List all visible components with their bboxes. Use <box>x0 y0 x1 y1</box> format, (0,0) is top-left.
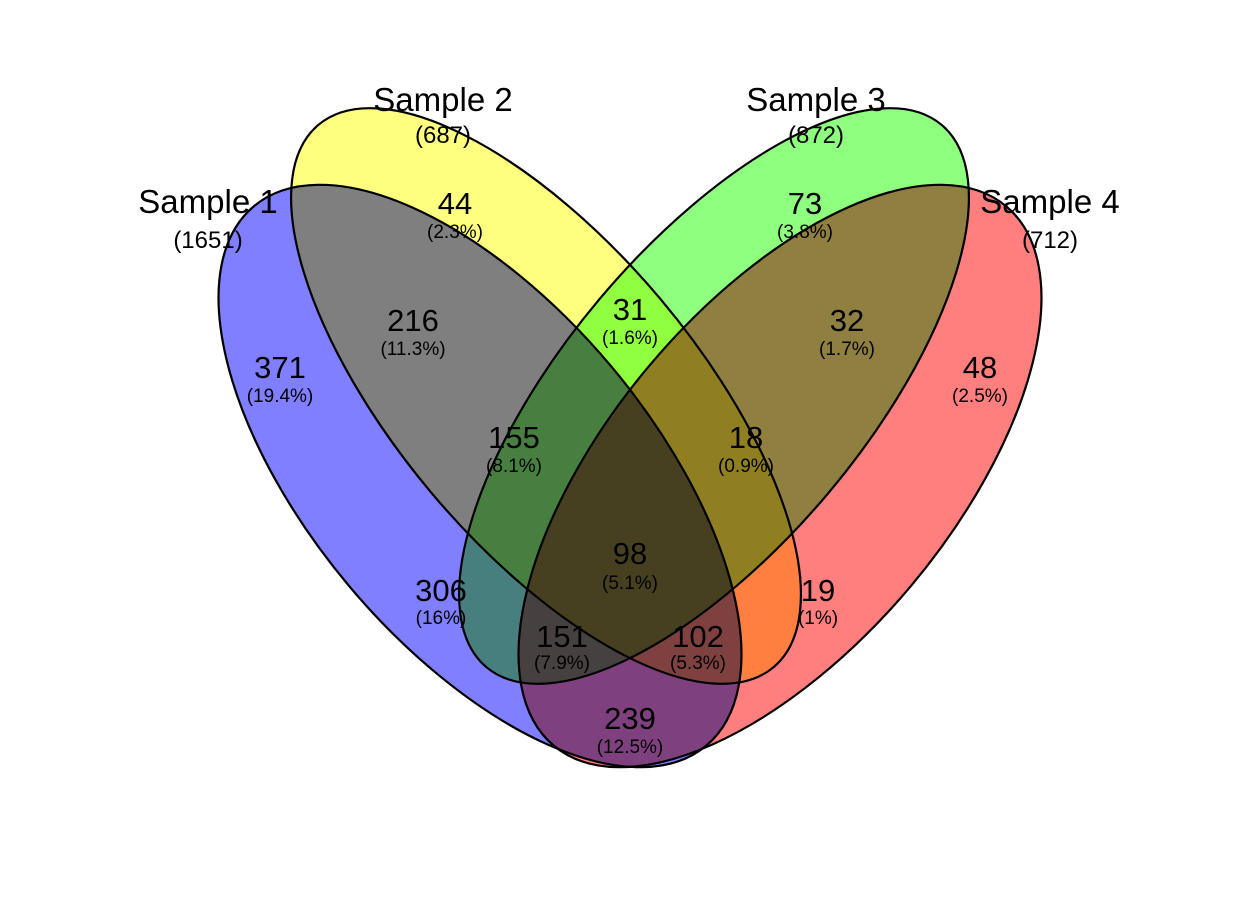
region-pct-only-3: (3.8%) <box>777 222 833 243</box>
region-count-only-3: 73 <box>788 186 822 221</box>
set-title-sample-2: Sample 2 <box>373 81 512 118</box>
region-count-s1-s2-s4: 102 <box>672 619 724 654</box>
region-count-only-2: 44 <box>438 186 472 221</box>
region-pct-s2-s4: (1%) <box>798 608 838 629</box>
set-total-sample-3: (872) <box>788 122 844 149</box>
region-pct-only-2: (2.3%) <box>427 222 483 243</box>
set-shapes <box>217 107 1043 769</box>
set-total-sample-1: (1651) <box>173 227 242 254</box>
set-title-sample-3: Sample 3 <box>746 81 885 118</box>
region-pct-s1-s2: (11.3%) <box>380 339 445 360</box>
set-title-sample-4: Sample 4 <box>980 183 1119 220</box>
set-title-sample-1: Sample 1 <box>138 183 277 220</box>
region-labels: 371 (19.4%) 44 (2.3%) 73 (3.8%) 48 (2.5%… <box>247 186 1008 758</box>
region-count-all-four: 98 <box>613 536 647 571</box>
region-count-s1-s4: 239 <box>604 701 656 736</box>
region-count-s3-s4: 32 <box>830 303 864 338</box>
set-ellipse-sample-4 <box>517 183 1043 769</box>
region-count-s1-s2: 216 <box>387 303 439 338</box>
region-pct-s2-s3: (1.6%) <box>602 328 658 349</box>
region-pct-all-four: (5.1%) <box>602 573 658 594</box>
set-total-sample-2: (687) <box>415 122 471 149</box>
region-pct-s2-s3-s4: (0.9%) <box>718 456 774 477</box>
region-pct-s3-s4: (1.7%) <box>819 339 875 360</box>
region-count-s2-s3-s4: 18 <box>729 420 763 455</box>
region-pct-only-4: (2.5%) <box>952 386 1008 407</box>
region-count-s2-s4: 19 <box>801 573 835 608</box>
region-count-s1-s3: 306 <box>415 573 467 608</box>
set-total-sample-4: (712) <box>1022 227 1078 254</box>
region-count-s1-s3-s4: 151 <box>536 619 588 654</box>
region-pct-s1-s4: (12.5%) <box>597 737 664 758</box>
region-count-s1-s2-s3: 155 <box>488 420 540 455</box>
region-pct-only-1: (19.4%) <box>247 386 314 407</box>
set-labels: Sample 1 (1651) Sample 2 (687) Sample 3 … <box>138 81 1119 254</box>
region-pct-s1-s2-s3: (8.1%) <box>486 456 542 477</box>
region-count-only-1: 371 <box>254 350 306 385</box>
region-pct-s1-s3: (16%) <box>416 608 467 629</box>
region-count-only-4: 48 <box>963 350 997 385</box>
region-pct-s1-s3-s4: (7.9%) <box>534 653 590 674</box>
region-count-s2-s3: 31 <box>613 292 647 327</box>
region-pct-s1-s2-s4: (5.3%) <box>670 653 726 674</box>
